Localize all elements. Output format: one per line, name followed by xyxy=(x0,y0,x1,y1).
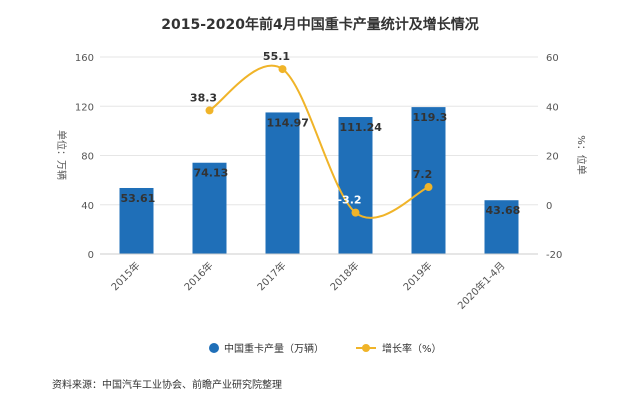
grid xyxy=(100,56,538,255)
y-tick-label: 80 xyxy=(81,152,94,163)
x-tick-label: 2019年 xyxy=(400,259,434,293)
bar-value-label: 119.3 xyxy=(413,111,448,124)
y-tick-label: 0 xyxy=(88,250,94,261)
source-note: 资料来源：中国汽车工业协会、前瞻产业研究院整理 xyxy=(52,378,282,391)
y2-tick-label: 20 xyxy=(546,152,559,163)
chart-title: 2015-2020年前4月中国重卡产量统计及增长情况 xyxy=(161,16,478,33)
growth-value-label: -3.2 xyxy=(337,194,361,207)
growth-line: 38.3 55.1 -3.2 7.2 xyxy=(190,50,433,219)
legend-line-label: 增长率（%） xyxy=(382,342,442,355)
bar xyxy=(192,162,227,254)
y2-axis-title: %：位单 xyxy=(575,135,588,175)
x-tick-label: 2016年 xyxy=(181,259,215,293)
y2-tick-label: 0 xyxy=(546,201,552,212)
bar-value-label: 43.68 xyxy=(486,204,521,217)
bar xyxy=(119,187,154,254)
growth-point xyxy=(424,183,433,192)
growth-point xyxy=(205,106,214,115)
bar-value-label: 53.61 xyxy=(121,192,156,205)
bar-value-label: 74.13 xyxy=(194,167,229,180)
bar xyxy=(265,112,300,255)
growth-value-label: 7.2 xyxy=(413,168,433,181)
y2-tick-label: -20 xyxy=(546,250,562,261)
y2-tick-label: 40 xyxy=(546,102,559,113)
bar xyxy=(411,107,446,254)
bar xyxy=(484,200,519,254)
y2-tick-label: 60 xyxy=(546,53,559,64)
legend-line-dot xyxy=(362,344,370,352)
y-tick-label: 160 xyxy=(75,53,94,64)
x-tick-label: 2018年 xyxy=(327,259,361,293)
bars: 53.61 74.13 114.97 111.24 119.3 43.68 xyxy=(119,107,521,255)
growth-line-path xyxy=(208,64,429,219)
growth-value-label: 38.3 xyxy=(190,91,217,104)
y-axis-title: 单位：万辆 xyxy=(55,130,68,180)
bar-value-label: 111.24 xyxy=(340,121,383,134)
axes: 0 40 80 120 160 -20 0 20 40 60 2015年 2016年 2017年 2018… xyxy=(75,53,562,312)
x-tick-label: 2015年 xyxy=(108,259,142,293)
legend-bar-marker xyxy=(209,343,219,353)
x-tick-label: 2020年1-4月 xyxy=(455,259,508,312)
growth-point xyxy=(278,65,287,74)
x-tick-label: 2017年 xyxy=(254,259,288,293)
growth-value-label: 55.1 xyxy=(263,50,290,63)
legend-bar-label: 中国重卡产量（万辆） xyxy=(224,342,324,355)
growth-point xyxy=(351,208,360,217)
y-tick-label: 120 xyxy=(75,102,94,113)
bar-value-label: 114.97 xyxy=(267,116,309,129)
legend: 中国重卡产量（万辆） 增长率（%） xyxy=(209,342,442,355)
bar xyxy=(338,117,373,254)
y-tick-label: 40 xyxy=(81,201,94,212)
